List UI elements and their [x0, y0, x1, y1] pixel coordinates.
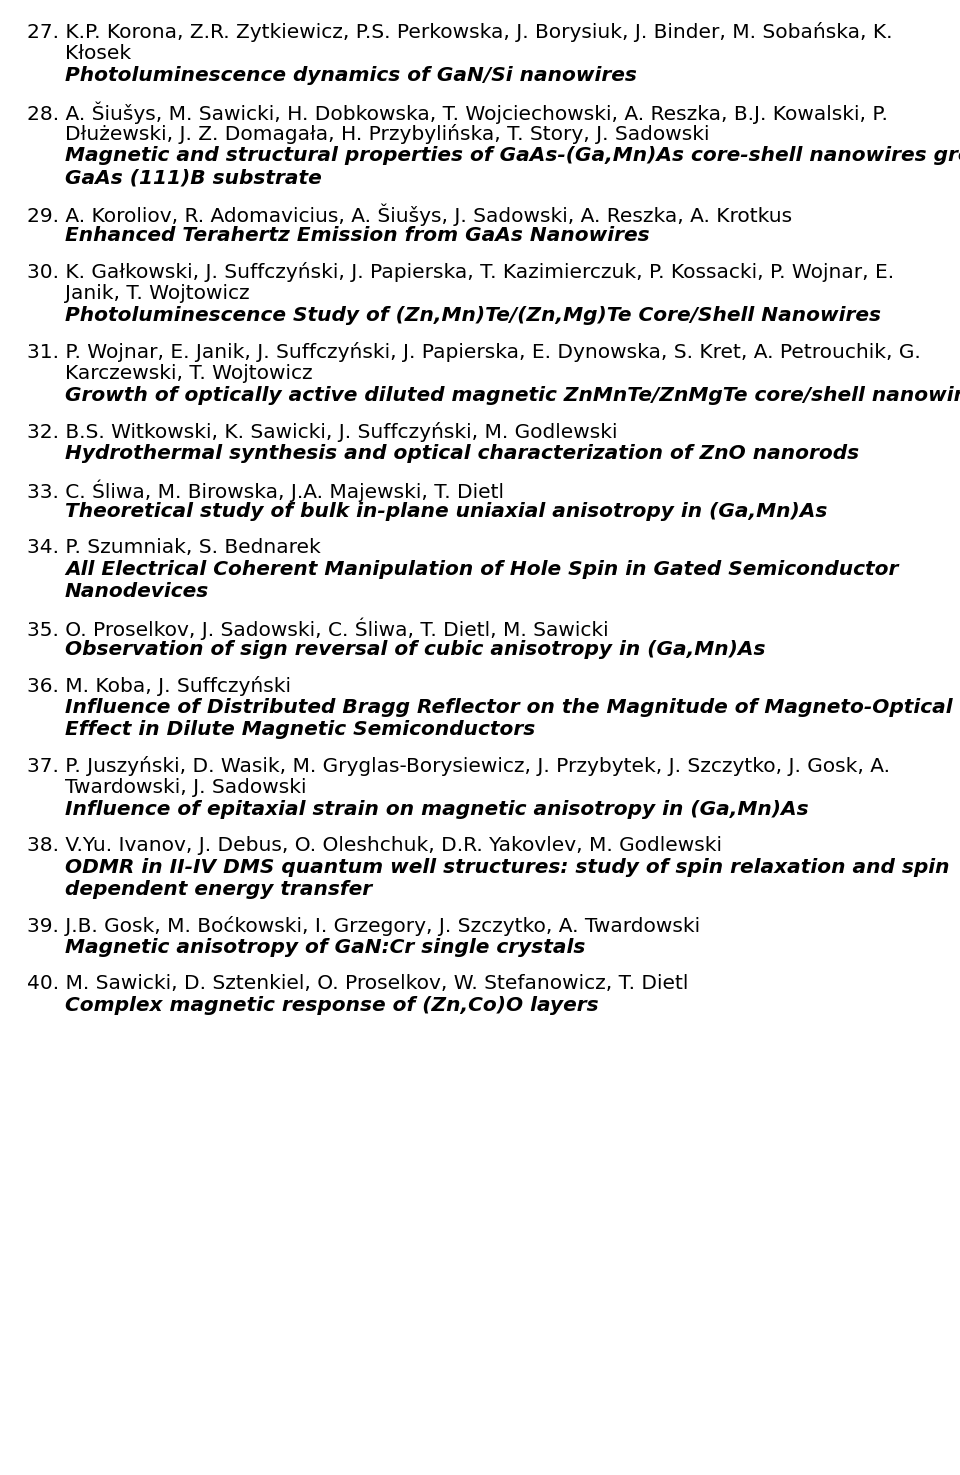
Text: 31. P. Wojnar, E. Janik, J. Suffczyński, J. Papierska, E. Dynowska, S. Kret, A. : 31. P. Wojnar, E. Janik, J. Suffczyński,… — [27, 342, 921, 361]
Text: Nanodevices: Nanodevices — [65, 583, 209, 600]
Text: Magnetic and structural properties of GaAs-(Ga,Mn)As core-shell nanowires grown : Magnetic and structural properties of Ga… — [65, 146, 960, 165]
Text: Twardowski, J. Sadowski: Twardowski, J. Sadowski — [65, 777, 306, 797]
Text: Effect in Dilute Magnetic Semiconductors: Effect in Dilute Magnetic Semiconductors — [65, 720, 536, 739]
Text: 38. V.Yu. Ivanov, J. Debus, O. Oleshchuk, D.R. Yakovlev, M. Godlewski: 38. V.Yu. Ivanov, J. Debus, O. Oleshchuk… — [27, 836, 722, 856]
Text: Observation of sign reversal of cubic anisotropy in (Ga,Mn)As: Observation of sign reversal of cubic an… — [65, 640, 765, 659]
Text: 40. M. Sawicki, D. Sztenkiel, O. Proselkov, W. Stefanowicz, T. Dietl: 40. M. Sawicki, D. Sztenkiel, O. Proselk… — [27, 974, 688, 993]
Text: 34. P. Szumniak, S. Bednarek: 34. P. Szumniak, S. Bednarek — [27, 538, 321, 558]
Text: 32. B.S. Witkowski, K. Sawicki, J. Suffczyński, M. Godlewski: 32. B.S. Witkowski, K. Sawicki, J. Suffc… — [27, 422, 617, 442]
Text: 33. C. Śliwa, M. Birowska, J.A. Majewski, T. Dietl: 33. C. Śliwa, M. Birowska, J.A. Majewski… — [27, 479, 504, 503]
Text: 30. K. Gałkowski, J. Suffczyński, J. Papierska, T. Kazimierczuk, P. Kossacki, P.: 30. K. Gałkowski, J. Suffczyński, J. Pap… — [27, 263, 894, 282]
Text: GaAs (111)B substrate: GaAs (111)B substrate — [65, 168, 322, 187]
Text: 35. O. Proselkov, J. Sadowski, C. Śliwa, T. Dietl, M. Sawicki: 35. O. Proselkov, J. Sadowski, C. Śliwa,… — [27, 618, 609, 640]
Text: Complex magnetic response of (Zn,Co)O layers: Complex magnetic response of (Zn,Co)O la… — [65, 996, 599, 1015]
Text: 36. M. Koba, J. Suffczyński: 36. M. Koba, J. Suffczyński — [27, 676, 291, 696]
Text: 28. A. Šiušys, M. Sawicki, H. Dobkowska, T. Wojciechowski, A. Reszka, B.J. Kowal: 28. A. Šiušys, M. Sawicki, H. Dobkowska,… — [27, 102, 888, 124]
Text: Janik, T. Wojtowicz: Janik, T. Wojtowicz — [65, 285, 250, 302]
Text: Photoluminescence dynamics of GaN/Si nanowires: Photoluminescence dynamics of GaN/Si nan… — [65, 66, 636, 86]
Text: Magnetic anisotropy of GaN:Cr single crystals: Magnetic anisotropy of GaN:Cr single cry… — [65, 938, 586, 957]
Text: Influence of epitaxial strain on magnetic anisotropy in (Ga,Mn)As: Influence of epitaxial strain on magneti… — [65, 799, 808, 819]
Text: dependent energy transfer: dependent energy transfer — [65, 881, 372, 898]
Text: Karczewski, T. Wojtowicz: Karczewski, T. Wojtowicz — [65, 364, 313, 384]
Text: Dłużewski, J. Z. Domagała, H. Przybylińska, T. Story, J. Sadowski: Dłużewski, J. Z. Domagała, H. Przybylińs… — [65, 124, 709, 145]
Text: Hydrothermal synthesis and optical characterization of ZnO nanorods: Hydrothermal synthesis and optical chara… — [65, 444, 859, 463]
Text: 29. A. Koroliov, R. Adomavicius, A. Šiušys, J. Sadowski, A. Reszka, A. Krotkus: 29. A. Koroliov, R. Adomavicius, A. Šiuš… — [27, 204, 792, 227]
Text: Influence of Distributed Bragg Reflector on the Magnitude of Magneto-Optical Ker: Influence of Distributed Bragg Reflector… — [65, 698, 960, 717]
Text: Photoluminescence Study of (Zn,Mn)Te/(Zn,Mg)Te Core/Shell Nanowires: Photoluminescence Study of (Zn,Mn)Te/(Zn… — [65, 305, 881, 324]
Text: Theoretical study of bulk in-plane uniaxial anisotropy in (Ga,Mn)As: Theoretical study of bulk in-plane uniax… — [65, 502, 828, 521]
Text: ODMR in II-IV DMS quantum well structures: study of spin relaxation and spin: ODMR in II-IV DMS quantum well structure… — [65, 858, 949, 878]
Text: Kłosek: Kłosek — [65, 44, 132, 63]
Text: All Electrical Coherent Manipulation of Hole Spin in Gated Semiconductor: All Electrical Coherent Manipulation of … — [65, 560, 899, 580]
Text: 39. J.B. Gosk, M. Boćkowski, I. Grzegory, J. Szczytko, A. Twardowski: 39. J.B. Gosk, M. Boćkowski, I. Grzegory… — [27, 916, 700, 937]
Text: Enhanced Terahertz Emission from GaAs Nanowires: Enhanced Terahertz Emission from GaAs Na… — [65, 226, 650, 245]
Text: 37. P. Juszyński, D. Wasik, M. Gryglas-Borysiewicz, J. Przybytek, J. Szczytko, J: 37. P. Juszyński, D. Wasik, M. Gryglas-B… — [27, 757, 890, 776]
Text: Growth of optically active diluted magnetic ZnMnTe/ZnMgTe core/shell nanowires: Growth of optically active diluted magne… — [65, 386, 960, 406]
Text: 27. K.P. Korona, Z.R. Zytkiewicz, P.S. Perkowska, J. Borysiuk, J. Binder, M. Sob: 27. K.P. Korona, Z.R. Zytkiewicz, P.S. P… — [27, 22, 893, 41]
